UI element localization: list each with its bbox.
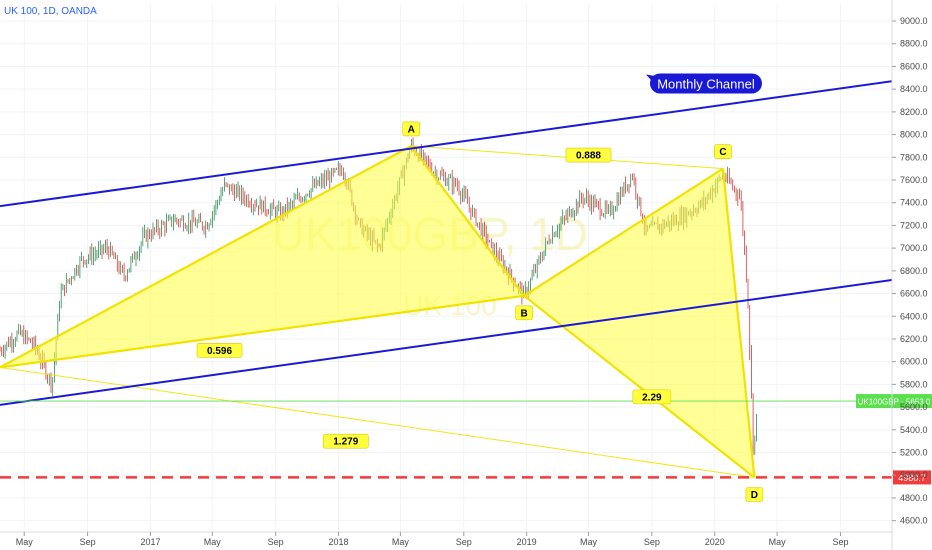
pattern-ratio-label-box	[196, 343, 243, 358]
y-tick-label: 6400.0	[900, 311, 928, 321]
x-tick-label: 2018	[329, 537, 349, 547]
x-tick-label: Sep	[80, 537, 96, 547]
pattern-leg-xa	[0, 144, 412, 369]
x-tick-label: May	[16, 537, 34, 547]
y-tick-label: 8400.0	[900, 84, 928, 94]
annotations: Monthly Channel	[645, 73, 762, 94]
y-tick-label: 5000.0	[900, 470, 928, 480]
x-tick-label: Sep	[644, 537, 660, 547]
x-tick-label: Sep	[832, 537, 848, 547]
y-tick-label: 8800.0	[900, 39, 928, 49]
x-tick-label: 2020	[705, 537, 725, 547]
callout-pointer	[645, 74, 664, 86]
y-tick-label: 9000.0	[900, 16, 928, 26]
y-tick-label: 7200.0	[900, 220, 928, 230]
y-tick-label: 8000.0	[900, 130, 928, 140]
pattern-leg-xd	[0, 366, 755, 478]
x-tick-label: Sep	[268, 537, 284, 547]
y-tick-label: 5800.0	[900, 379, 928, 389]
last-price-tag	[856, 394, 932, 409]
y-tick-label: 5600.0	[900, 402, 928, 412]
x-tick-label: 2017	[140, 537, 160, 547]
pattern-point-label-box	[745, 487, 764, 502]
pattern-ratio-label: 0.888	[576, 151, 601, 162]
x-tick-label: May	[580, 537, 598, 547]
callout-text: Monthly Channel	[657, 76, 755, 91]
y-tick-label: 6800.0	[900, 266, 928, 276]
pattern-ratio-label-box	[322, 433, 369, 449]
y-tick-label: 5200.0	[900, 448, 928, 458]
pattern-ratio-label-box	[565, 147, 612, 163]
x-tick-label: May	[769, 537, 787, 547]
harmonic-pattern	[0, 144, 756, 479]
x-tick-label: Sep	[456, 537, 472, 547]
pattern-point-label: B	[520, 308, 527, 319]
y-axis[interactable]: 4600.0 4800.0 5000.0 5200.0 5400.0 5600.0 5800…	[891, 0, 928, 550]
y-tick-label: 8200.0	[900, 107, 928, 117]
support-price-tag	[893, 470, 931, 485]
pattern-triangle-bcd	[524, 168, 755, 478]
pattern-ratio-label: 0.596	[207, 346, 232, 357]
channel-line	[0, 278, 893, 406]
pattern-point-label-box	[402, 121, 421, 137]
y-tick-label: 7800.0	[900, 152, 928, 162]
pattern-leg-cd	[721, 168, 756, 478]
pattern-triangle-xab	[0, 145, 525, 368]
y-tick-label: 7400.0	[900, 198, 928, 208]
y-tick-label: 7000.0	[900, 243, 928, 253]
pattern-point-label: C	[719, 147, 726, 158]
y-tick-label: 6600.0	[900, 289, 928, 299]
pattern-ratio-label: 2.29	[642, 392, 662, 403]
y-tick-label: 6200.0	[900, 334, 928, 344]
pattern-leg-bc	[523, 167, 724, 297]
channel-line	[0, 80, 893, 208]
support-price-label: 4980.7	[898, 473, 926, 483]
horizontal-lines: 4980.7 UK100GBP · 5653.0	[0, 394, 932, 485]
pattern-leg-xb	[0, 294, 525, 369]
x-axis[interactable]: May Sep 2017 May Sep 2018 May Sep 2019 May Sep 2020…	[0, 531, 892, 547]
x-tick-label: May	[204, 537, 222, 547]
pattern-leg-ab	[410, 145, 525, 297]
y-tick-label: 8600.0	[900, 61, 928, 71]
y-tick-label: 7600.0	[900, 175, 928, 185]
callout-box	[649, 73, 762, 94]
pattern-point-label: D	[751, 490, 758, 501]
pattern-ratio-label-box	[632, 389, 672, 405]
last-price-label: UK100GBP · 5653.0	[858, 398, 931, 407]
y-tick-label: 4600.0	[900, 516, 928, 526]
pattern-ratio-label: 1.279	[333, 437, 358, 448]
pattern-point-label: A	[408, 124, 415, 135]
x-tick-label: May	[392, 537, 410, 547]
channel-lines	[0, 80, 893, 406]
x-tick-label: 2019	[517, 537, 537, 547]
y-tick-label: 4800.0	[900, 493, 928, 503]
y-tick-label: 6000.0	[900, 357, 928, 367]
chart-title: UK 100, 1D, OANDA	[4, 6, 97, 17]
pattern-point-label-box	[714, 144, 732, 159]
pattern-point-label-box	[515, 305, 533, 321]
pattern-labels: A B C D 0.596 0.888 2.29 1.279	[196, 121, 764, 502]
y-tick-label: 5400.0	[900, 425, 928, 435]
